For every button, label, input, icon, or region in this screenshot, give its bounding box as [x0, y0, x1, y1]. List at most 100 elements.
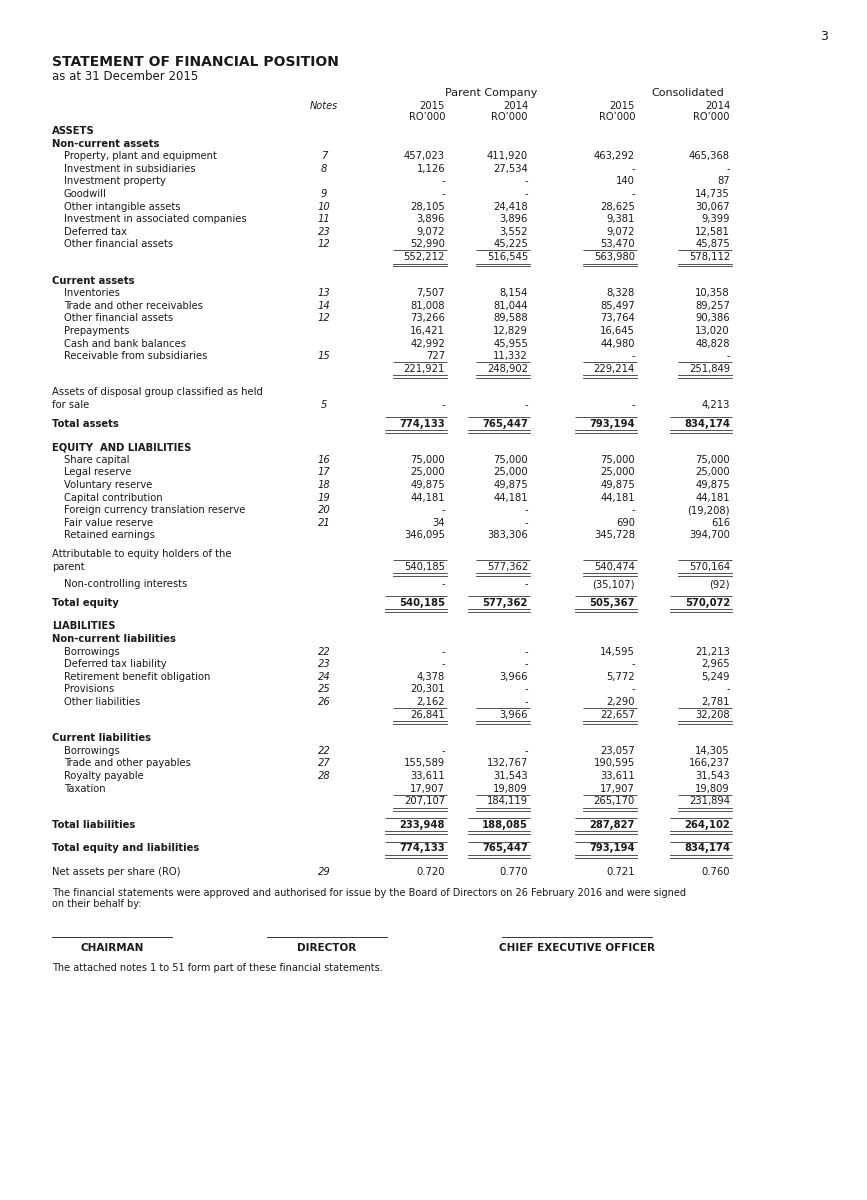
Text: 5: 5 [321, 400, 327, 410]
Text: 834,174: 834,174 [684, 844, 730, 853]
Text: 394,700: 394,700 [689, 530, 730, 540]
Text: 4,213: 4,213 [701, 400, 730, 410]
Text: 9,072: 9,072 [416, 227, 445, 236]
Text: 29: 29 [317, 868, 330, 877]
Text: The financial statements were approved and authorised for issue by the Board of : The financial statements were approved a… [52, 888, 686, 898]
Text: 81,044: 81,044 [493, 301, 528, 311]
Text: 793,194: 793,194 [590, 419, 635, 428]
Text: 75,000: 75,000 [695, 455, 730, 464]
Text: STATEMENT OF FINANCIAL POSITION: STATEMENT OF FINANCIAL POSITION [52, 55, 339, 68]
Text: 793,194: 793,194 [590, 844, 635, 853]
Text: 10: 10 [317, 202, 330, 211]
Text: Capital contribution: Capital contribution [64, 493, 163, 503]
Text: -: - [525, 659, 528, 670]
Text: Retirement benefit obligation: Retirement benefit obligation [64, 672, 211, 682]
Text: 15: 15 [317, 352, 330, 361]
Text: 2,290: 2,290 [607, 697, 635, 707]
Text: LIABILITIES: LIABILITIES [52, 622, 115, 631]
Text: 5,249: 5,249 [701, 672, 730, 682]
Text: RO’000: RO’000 [598, 112, 635, 122]
Text: Share capital: Share capital [64, 455, 129, 464]
Text: Total assets: Total assets [52, 419, 119, 428]
Text: 229,214: 229,214 [594, 364, 635, 374]
Text: 13: 13 [317, 288, 330, 298]
Text: Prepayments: Prepayments [64, 326, 129, 336]
Text: 132,767: 132,767 [486, 758, 528, 768]
Text: 727: 727 [426, 352, 445, 361]
Text: (19,208): (19,208) [688, 505, 730, 515]
Text: 5,772: 5,772 [606, 672, 635, 682]
Text: Total equity: Total equity [52, 598, 119, 608]
Text: 2,781: 2,781 [701, 697, 730, 707]
Text: 14,595: 14,595 [600, 647, 635, 656]
Text: ASSETS: ASSETS [52, 126, 95, 136]
Text: Foreign currency translation reserve: Foreign currency translation reserve [64, 505, 245, 515]
Text: Parent Company: Parent Company [446, 88, 538, 98]
Text: 17,907: 17,907 [410, 784, 445, 793]
Text: 75,000: 75,000 [600, 455, 635, 464]
Text: Assets of disposal group classified as held: Assets of disposal group classified as h… [52, 388, 263, 397]
Text: 26: 26 [317, 697, 330, 707]
Text: 25: 25 [317, 684, 330, 695]
Text: Provisions: Provisions [64, 684, 114, 695]
Text: 31,543: 31,543 [493, 772, 528, 781]
Text: 73,764: 73,764 [600, 313, 635, 324]
Text: 570,164: 570,164 [689, 562, 730, 571]
Text: 7: 7 [321, 151, 327, 161]
Text: -: - [441, 659, 445, 670]
Text: Other liabilities: Other liabilities [64, 697, 140, 707]
Text: Legal reserve: Legal reserve [64, 468, 132, 478]
Text: 89,257: 89,257 [695, 301, 730, 311]
Text: -: - [631, 400, 635, 410]
Text: 465,368: 465,368 [689, 151, 730, 161]
Text: 0.721: 0.721 [606, 868, 635, 877]
Text: RO’000: RO’000 [408, 112, 445, 122]
Text: The attached notes 1 to 51 form part of these financial statements.: The attached notes 1 to 51 form part of … [52, 962, 382, 973]
Text: 265,170: 265,170 [594, 797, 635, 806]
Text: 89,588: 89,588 [493, 313, 528, 324]
Text: 11,332: 11,332 [493, 352, 528, 361]
Text: RO’000: RO’000 [492, 112, 528, 122]
Text: 25,000: 25,000 [493, 468, 528, 478]
Text: 3,966: 3,966 [499, 672, 528, 682]
Text: (35,107): (35,107) [592, 580, 635, 589]
Text: 21,213: 21,213 [695, 647, 730, 656]
Text: 7,507: 7,507 [416, 288, 445, 298]
Text: 44,980: 44,980 [601, 338, 635, 349]
Text: 20,301: 20,301 [410, 684, 445, 695]
Text: -: - [525, 188, 528, 199]
Text: 24,418: 24,418 [493, 202, 528, 211]
Text: 44,181: 44,181 [695, 493, 730, 503]
Text: DIRECTOR: DIRECTOR [297, 943, 356, 953]
Text: -: - [525, 518, 528, 528]
Text: Voluntary reserve: Voluntary reserve [64, 480, 153, 490]
Text: Total equity and liabilities: Total equity and liabilities [52, 844, 199, 853]
Text: Deferred tax: Deferred tax [64, 227, 127, 236]
Text: RO’000: RO’000 [694, 112, 730, 122]
Text: 25,000: 25,000 [410, 468, 445, 478]
Text: 45,225: 45,225 [493, 239, 528, 250]
Text: -: - [441, 400, 445, 410]
Text: 44,181: 44,181 [600, 493, 635, 503]
Text: 765,447: 765,447 [482, 844, 528, 853]
Text: Fair value reserve: Fair value reserve [64, 518, 153, 528]
Text: 10,358: 10,358 [695, 288, 730, 298]
Text: 1,126: 1,126 [416, 163, 445, 174]
Text: -: - [631, 505, 635, 515]
Text: Taxation: Taxation [64, 784, 106, 793]
Text: 18: 18 [317, 480, 330, 490]
Text: -: - [525, 176, 528, 186]
Text: -: - [631, 352, 635, 361]
Text: -: - [631, 659, 635, 670]
Text: 140: 140 [616, 176, 635, 186]
Text: Inventories: Inventories [64, 288, 120, 298]
Text: 3,966: 3,966 [499, 709, 528, 720]
Text: 2015: 2015 [610, 101, 635, 110]
Text: 90,386: 90,386 [695, 313, 730, 324]
Text: 31,543: 31,543 [695, 772, 730, 781]
Text: 52,990: 52,990 [410, 239, 445, 250]
Text: 190,595: 190,595 [594, 758, 635, 768]
Text: -: - [525, 697, 528, 707]
Text: 463,292: 463,292 [594, 151, 635, 161]
Text: 49,875: 49,875 [695, 480, 730, 490]
